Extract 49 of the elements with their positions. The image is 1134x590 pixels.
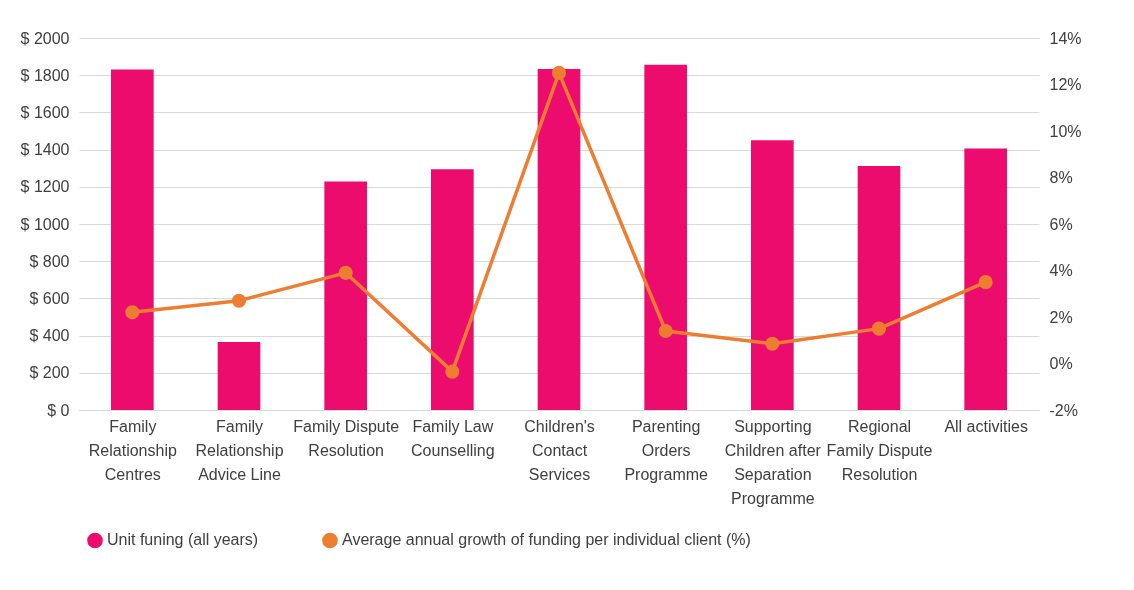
x-tick-label: All activities xyxy=(944,417,1028,435)
legend-label: Unit funing (all years) xyxy=(107,531,259,549)
point xyxy=(765,336,780,351)
bar xyxy=(644,64,687,410)
x-tick-label: Family Law Counselling xyxy=(411,417,495,459)
x-tick-label: Parenting Orders Programme xyxy=(624,417,709,483)
y2-tick-label: -2% xyxy=(1049,401,1078,419)
y2-tick-label: 2% xyxy=(1049,308,1073,326)
point xyxy=(658,323,673,339)
bar xyxy=(964,148,1007,410)
point xyxy=(551,65,567,80)
bar xyxy=(217,341,261,410)
bar xyxy=(324,181,367,410)
y-tick-label: $ 1000 xyxy=(20,215,70,233)
y-tick-label: $ 800 xyxy=(29,252,70,270)
x-tick-label: Family Relationship Advice Line xyxy=(195,417,284,483)
bar xyxy=(751,140,794,410)
y2-tick-label: 12% xyxy=(1049,76,1082,93)
point xyxy=(125,305,140,320)
x-tick-label: Supporting Children after Separation Programme xyxy=(724,417,822,507)
y-tick-label: $ 600 xyxy=(29,289,70,307)
point xyxy=(871,321,887,336)
bar xyxy=(857,165,901,410)
legend-label: Average annual growth of funding per individual client (%) xyxy=(342,531,751,549)
x-tick-label: Family Relationship Centres xyxy=(88,417,177,483)
y-tick-label: $ 200 xyxy=(29,364,70,382)
point xyxy=(978,275,993,290)
bar xyxy=(111,69,154,410)
y-tick-label: $ 1400 xyxy=(20,141,70,159)
y-tick-label: $ 1800 xyxy=(20,66,70,84)
y2-tick-label: 6% xyxy=(1049,215,1073,233)
x-tick-label: Regional Family Dispute Resolution xyxy=(826,417,933,483)
y2-tick-label: 0% xyxy=(1049,355,1073,372)
y2-tick-label: 10% xyxy=(1049,122,1082,140)
y-tick-label: $ 0 xyxy=(47,401,70,419)
point xyxy=(231,293,247,308)
point xyxy=(338,265,353,280)
y-tick-label: $ 2000 xyxy=(20,29,70,47)
y-tick-label: $ 400 xyxy=(29,327,70,345)
bar xyxy=(431,169,474,410)
x-tick-label: Family Dispute Resolution xyxy=(293,417,400,459)
y2-tick-label: 14% xyxy=(1049,29,1082,47)
point xyxy=(445,364,460,379)
x-tick-label: Children's Contact Services xyxy=(524,417,595,483)
bar xyxy=(537,68,581,410)
y2-tick-label: 4% xyxy=(1049,262,1073,279)
y-tick-label: $ 1200 xyxy=(20,178,70,196)
y2-tick-label: 8% xyxy=(1049,169,1073,186)
y-tick-label: $ 1600 xyxy=(20,103,70,121)
